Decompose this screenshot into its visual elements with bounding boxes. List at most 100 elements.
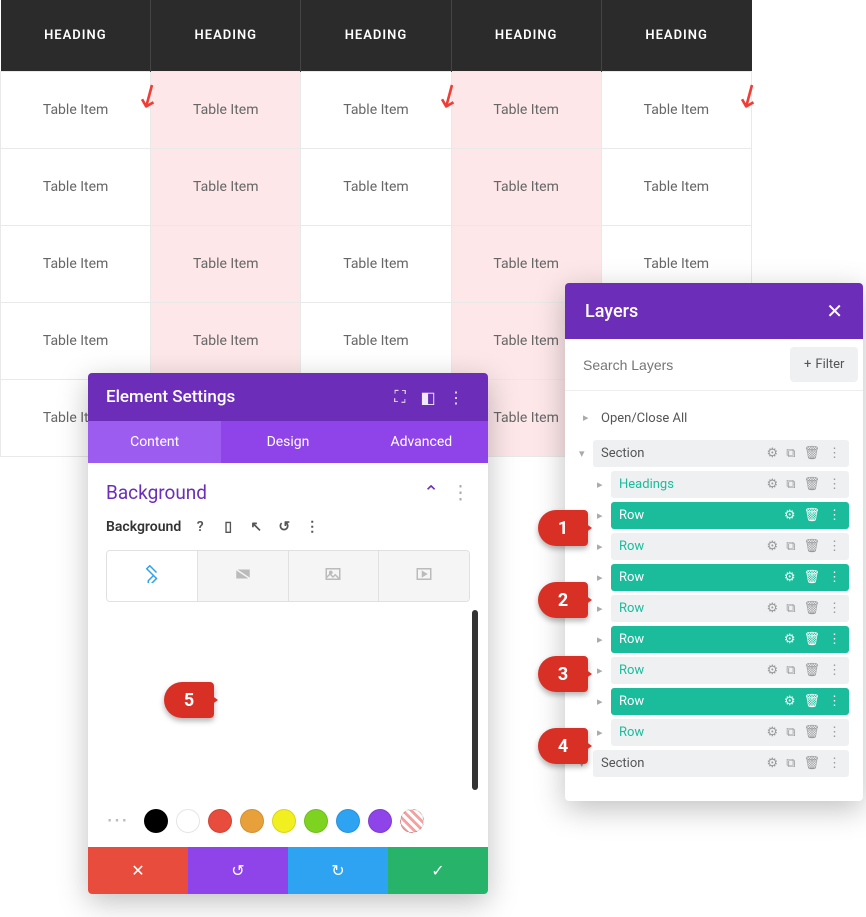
scrollbar[interactable]	[472, 610, 478, 790]
open-close-all[interactable]: Open/Close All	[579, 405, 849, 436]
layer-row[interactable]: Section⚙ ⧉ 🗑 ⋮	[593, 440, 849, 467]
redo-button[interactable]: ↻	[288, 847, 388, 894]
filter-button[interactable]: +Filter	[790, 347, 858, 382]
color-swatch[interactable]	[304, 809, 328, 833]
color-swatch[interactable]	[336, 809, 360, 833]
gear-icon[interactable]: ⚙	[767, 725, 779, 740]
gear-icon[interactable]: ⚙	[784, 570, 796, 585]
layer-label[interactable]: Row	[619, 694, 784, 709]
layer-row[interactable]: Section⚙ ⧉ 🗑 ⋮	[593, 750, 849, 777]
trash-icon[interactable]: 🗑	[803, 477, 820, 492]
trash-icon[interactable]: 🗑	[803, 539, 820, 554]
menu-icon[interactable]: ⋮	[828, 539, 841, 554]
swatch-transparent[interactable]	[400, 809, 424, 833]
layer-row[interactable]: Row⚙ ⧉ 🗑 ⋮	[611, 657, 849, 684]
layer-label[interactable]: Row	[619, 570, 784, 585]
reset-icon[interactable]: ↺	[275, 518, 293, 536]
color-swatch[interactable]	[272, 809, 296, 833]
close-icon[interactable]: ✕	[826, 299, 843, 323]
gear-icon[interactable]: ⚙	[784, 508, 796, 523]
settings-header[interactable]: Element Settings ⛶ ◧ ⋮	[88, 373, 488, 421]
menu-icon[interactable]: ⋮	[828, 508, 841, 523]
menu-icon[interactable]: ⋮	[828, 601, 841, 616]
hover-icon[interactable]: ↖	[247, 518, 265, 536]
duplicate-icon[interactable]: ⧉	[786, 601, 795, 616]
duplicate-icon[interactable]: ⧉	[786, 477, 795, 492]
trash-icon[interactable]: 🗑	[803, 725, 820, 740]
layer-row[interactable]: Row⚙ ⧉ 🗑 ⋮	[611, 533, 849, 560]
duplicate-icon[interactable]: ⧉	[786, 663, 795, 678]
color-swatch[interactable]	[176, 809, 200, 833]
search-layers-input[interactable]	[565, 343, 782, 387]
responsive-icon[interactable]: ▯	[219, 518, 237, 536]
gear-icon[interactable]: ⚙	[784, 632, 796, 647]
layer-label[interactable]: Section	[601, 446, 767, 461]
duplicate-icon[interactable]: ⧉	[786, 725, 795, 740]
layer-label[interactable]: Row	[619, 508, 784, 523]
tab-content[interactable]: Content	[88, 421, 221, 463]
menu-icon[interactable]: ⋮	[828, 477, 841, 492]
trash-icon[interactable]: 🗑	[803, 446, 820, 461]
bg-tab-video[interactable]	[379, 551, 469, 601]
bg-tab-gradient[interactable]	[198, 551, 289, 601]
layer-label[interactable]: Row	[619, 725, 767, 740]
section-background[interactable]: Background ⌃ ⋮	[106, 481, 470, 504]
snap-icon[interactable]: ◧	[414, 388, 442, 407]
trash-icon[interactable]: 🗑	[803, 632, 820, 647]
help-icon[interactable]: ?	[191, 518, 209, 536]
color-swatch[interactable]	[368, 809, 392, 833]
chevron-up-icon[interactable]: ⌃	[423, 481, 439, 504]
gear-icon[interactable]: ⚙	[767, 477, 779, 492]
confirm-button[interactable]: ✓	[388, 847, 488, 894]
color-swatch[interactable]	[240, 809, 264, 833]
trash-icon[interactable]: 🗑	[803, 601, 820, 616]
undo-button[interactable]: ↺	[188, 847, 288, 894]
layer-row[interactable]: Row⚙ ⧉ 🗑 ⋮	[611, 719, 849, 746]
gear-icon[interactable]: ⚙	[767, 539, 779, 554]
layers-header[interactable]: Layers ✕	[565, 283, 863, 339]
menu-icon[interactable]: ⋮	[828, 756, 841, 771]
layer-label[interactable]: Section	[601, 756, 767, 771]
cancel-button[interactable]: ✕	[88, 847, 188, 894]
trash-icon[interactable]: 🗑	[803, 570, 820, 585]
menu-icon[interactable]: ⋮	[828, 446, 841, 461]
duplicate-icon[interactable]: ⧉	[786, 446, 795, 461]
layer-row[interactable]: Headings⚙ ⧉ 🗑 ⋮	[611, 471, 849, 498]
trash-icon[interactable]: 🗑	[803, 756, 820, 771]
duplicate-icon[interactable]: ⧉	[786, 539, 795, 554]
bg-tab-color[interactable]	[107, 551, 198, 601]
layer-row[interactable]: Row⚙ 🗑 ⋮	[611, 688, 849, 715]
layer-label[interactable]: Row	[619, 632, 784, 647]
gear-icon[interactable]: ⚙	[767, 601, 779, 616]
menu-icon[interactable]: ⋮	[828, 663, 841, 678]
tab-design[interactable]: Design	[221, 421, 354, 463]
menu-icon[interactable]: ⋮	[828, 725, 841, 740]
layer-label[interactable]: Headings	[619, 477, 767, 492]
more-swatches-icon[interactable]: ⋯	[106, 808, 130, 833]
color-swatch[interactable]	[144, 809, 168, 833]
trash-icon[interactable]: 🗑	[803, 508, 820, 523]
menu-icon[interactable]: ⋮	[442, 388, 470, 407]
gear-icon[interactable]: ⚙	[767, 446, 779, 461]
color-swatch[interactable]	[208, 809, 232, 833]
layer-label[interactable]: Row	[619, 663, 767, 678]
bg-tab-image[interactable]	[289, 551, 380, 601]
gear-icon[interactable]: ⚙	[767, 663, 779, 678]
layer-row[interactable]: Row⚙ ⧉ 🗑 ⋮	[611, 595, 849, 622]
trash-icon[interactable]: 🗑	[803, 663, 820, 678]
layer-row[interactable]: Row⚙ 🗑 ⋮	[611, 564, 849, 591]
menu-icon[interactable]: ⋮	[828, 570, 841, 585]
layer-label[interactable]: Row	[619, 539, 767, 554]
duplicate-icon[interactable]: ⧉	[786, 756, 795, 771]
menu-icon[interactable]: ⋮	[828, 694, 841, 709]
gear-icon[interactable]: ⚙	[767, 756, 779, 771]
layer-row[interactable]: Row⚙ 🗑 ⋮	[611, 626, 849, 653]
gear-icon[interactable]: ⚙	[784, 694, 796, 709]
options-menu-icon[interactable]: ⋮	[303, 518, 321, 536]
trash-icon[interactable]: 🗑	[803, 694, 820, 709]
section-menu-icon[interactable]: ⋮	[451, 481, 470, 504]
layer-row[interactable]: Row⚙ 🗑 ⋮	[611, 502, 849, 529]
tab-advanced[interactable]: Advanced	[355, 421, 488, 463]
layer-label[interactable]: Row	[619, 601, 767, 616]
menu-icon[interactable]: ⋮	[828, 632, 841, 647]
